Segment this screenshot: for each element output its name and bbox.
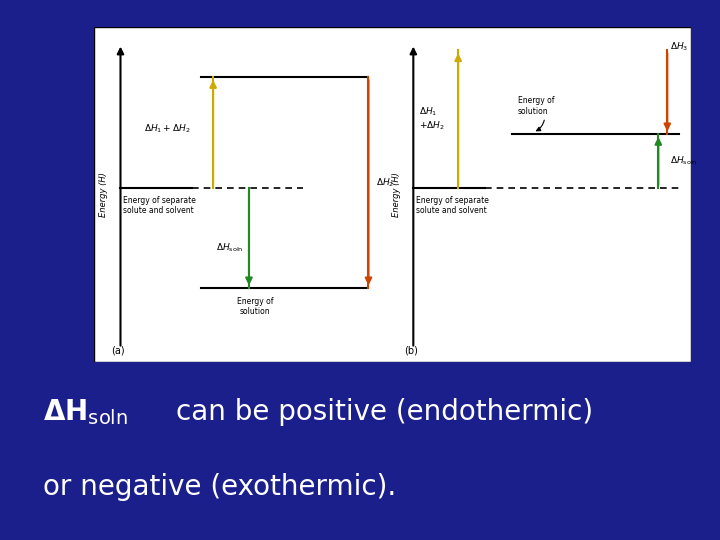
Text: Energy of
solution: Energy of solution [237,296,273,316]
Text: Energy of
solution: Energy of solution [518,96,554,116]
Text: $\Delta H_1$
$+ \Delta H_2$: $\Delta H_1$ $+ \Delta H_2$ [419,106,445,132]
Text: $\Delta H_1 + \Delta H_2$: $\Delta H_1 + \Delta H_2$ [145,123,191,136]
Text: $\Delta H_2$: $\Delta H_2$ [376,177,394,189]
Text: (a): (a) [112,345,125,355]
Text: Energy of separate
solute and solvent: Energy of separate solute and solvent [416,196,489,215]
Text: or negative (exothermic).: or negative (exothermic). [43,472,397,501]
Text: $\Delta H_{\rm soln}$: $\Delta H_{\rm soln}$ [670,154,698,167]
Text: $\Delta H_{\rm soln}$: $\Delta H_{\rm soln}$ [216,242,243,254]
Text: Energy of separate
solute and solvent: Energy of separate solute and solvent [124,196,197,215]
Text: can be positive (endothermic): can be positive (endothermic) [176,397,593,426]
Text: Energy (H): Energy (H) [392,172,401,217]
Text: $\Delta H_3$: $\Delta H_3$ [670,41,689,53]
Text: $\mathbf{\Delta H_{\rm soln}}$: $\mathbf{\Delta H_{\rm soln}}$ [43,397,128,427]
Text: (b): (b) [405,345,418,355]
FancyBboxPatch shape [94,27,691,362]
Text: Energy (H): Energy (H) [99,172,108,217]
